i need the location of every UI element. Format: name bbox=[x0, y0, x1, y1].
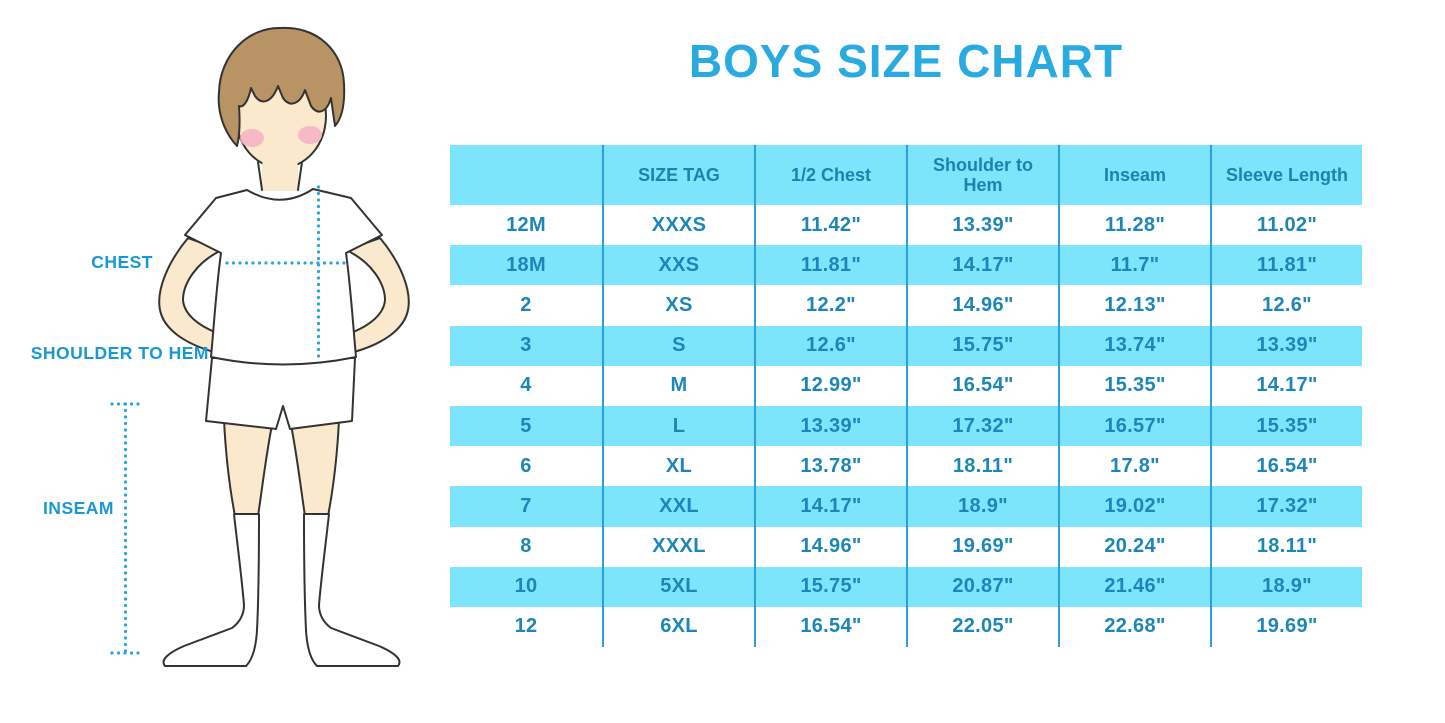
measurement-cell: 15.75" bbox=[754, 566, 906, 607]
measurement-cell: 19.02" bbox=[1058, 486, 1210, 527]
measurement-cell: 11.28" bbox=[1058, 205, 1210, 246]
measurement-cell: 17.32" bbox=[1210, 486, 1362, 527]
measurement-cell: 12.6" bbox=[1210, 285, 1362, 326]
shoulder-to-hem-label: SHOULDER TO HEM bbox=[31, 343, 209, 363]
measurement-cell: 13.39" bbox=[906, 205, 1058, 246]
boy-shorts bbox=[205, 357, 356, 430]
header-cell: SIZE TAG bbox=[602, 145, 754, 205]
measurement-cell: 16.54" bbox=[1210, 446, 1362, 487]
measurement-cell: M bbox=[602, 365, 754, 406]
size-cell: 8 bbox=[520, 535, 532, 558]
blush-left bbox=[240, 129, 264, 147]
size-cell: 12 bbox=[514, 615, 538, 638]
measurement-cell: 14.17" bbox=[1210, 365, 1362, 406]
boy-neck-outline bbox=[257, 161, 303, 191]
header-cell: Inseam bbox=[1058, 145, 1210, 205]
measurement-cell: XXL bbox=[602, 486, 754, 527]
measurement-cell: 15.75" bbox=[906, 325, 1058, 366]
size-cell: 4 bbox=[520, 374, 532, 397]
measurement-cell: 16.54" bbox=[906, 365, 1058, 406]
measurement-cell: 11.42" bbox=[754, 205, 906, 246]
measurement-cell: 13.39" bbox=[754, 405, 906, 447]
measurement-cell: 20.87" bbox=[906, 566, 1058, 607]
measurement-cell: 21.46" bbox=[1058, 566, 1210, 607]
measurement-cell: 15.35" bbox=[1210, 405, 1362, 447]
measurement-cell: 14.96" bbox=[754, 526, 906, 567]
boy-right-arm bbox=[345, 237, 410, 353]
measurement-cell: 11.81" bbox=[1210, 245, 1362, 286]
header-cell: Shoulder to Hem bbox=[906, 145, 1058, 205]
measurement-cell: 12.99" bbox=[754, 365, 906, 406]
measurement-cell: 19.69" bbox=[1210, 606, 1362, 648]
size-cell: 3 bbox=[450, 325, 602, 366]
measurement-cell: XL bbox=[602, 446, 754, 487]
measurement-cell: 16.54" bbox=[754, 606, 906, 648]
page-title: BOYS SIZE CHART bbox=[688, 35, 1124, 87]
boy-neck bbox=[261, 152, 299, 191]
boy-tshirt bbox=[184, 188, 383, 366]
size-cell: 2 bbox=[520, 293, 532, 316]
measurement-cell: 18.9" bbox=[1210, 566, 1362, 607]
measurement-cell: 17.32" bbox=[906, 405, 1058, 447]
boy-hair bbox=[217, 26, 346, 147]
measurement-cell: 11.7" bbox=[1058, 245, 1210, 286]
measurement-cell: 12.6" bbox=[754, 325, 906, 366]
measurement-cell: 15.35" bbox=[1058, 365, 1210, 406]
size-cell: 12M bbox=[506, 213, 546, 236]
boy-left-knee bbox=[223, 419, 273, 517]
header-cell: 1/2 Chest bbox=[754, 145, 906, 205]
measurement-cell: 14.96" bbox=[906, 285, 1058, 326]
inseam-label: INSEAM bbox=[43, 498, 114, 518]
measurement-cell: 22.05" bbox=[906, 606, 1058, 648]
measurement-cell: 12.2" bbox=[754, 285, 906, 326]
measurement-cell: 13.39" bbox=[1210, 325, 1362, 366]
measurement-cell: 16.57" bbox=[1058, 405, 1210, 447]
boy-measurement-illustration: CHEST SHOULDER TO HEM INSEAM bbox=[31, 26, 410, 667]
measurement-cell: 18.11" bbox=[906, 446, 1058, 487]
measurement-cell: 6XL bbox=[602, 606, 754, 648]
measurement-cell: 5XL bbox=[602, 566, 754, 607]
measurement-cell: XXS bbox=[602, 245, 754, 286]
size-chart-table: SIZE TAG 1/2 Chest Shoulder to Hem Inseam Sl… bbox=[450, 145, 1362, 648]
boy-left-sock bbox=[162, 513, 260, 667]
boy-right-sock bbox=[303, 513, 401, 667]
blush-right bbox=[298, 126, 322, 144]
measurement-cell: 14.17" bbox=[906, 245, 1058, 286]
measurement-cell: L bbox=[602, 405, 754, 447]
measurement-cell: 12.13" bbox=[1058, 285, 1210, 326]
measurement-cell: 14.17" bbox=[754, 486, 906, 527]
size-cell: 18M bbox=[450, 245, 602, 286]
measurement-cell: 17.8" bbox=[1058, 446, 1210, 487]
measurement-cell: 18.9" bbox=[906, 486, 1058, 527]
header-cell bbox=[450, 145, 602, 205]
measurement-cell: 20.24" bbox=[1058, 526, 1210, 567]
measurement-cell: 13.74" bbox=[1058, 325, 1210, 366]
size-cell: 6 bbox=[520, 454, 532, 477]
boy-right-knee bbox=[290, 419, 340, 517]
measurement-cell: S bbox=[602, 325, 754, 366]
measurement-cell: 19.69" bbox=[906, 526, 1058, 567]
size-cell: 5 bbox=[450, 405, 602, 447]
measurement-cell: XS bbox=[602, 285, 754, 326]
header-cell: Sleeve Length bbox=[1210, 145, 1362, 205]
measurement-cell: 22.68" bbox=[1058, 606, 1210, 648]
measurement-cell: 11.81" bbox=[754, 245, 906, 286]
measurement-cell: 11.02" bbox=[1210, 205, 1362, 246]
measurement-cell: 13.78" bbox=[754, 446, 906, 487]
size-cell: 10 bbox=[450, 566, 602, 607]
measurement-cell: XXXL bbox=[602, 526, 754, 567]
measurement-cell: 18.11" bbox=[1210, 526, 1362, 567]
measurement-cell: XXXS bbox=[602, 205, 754, 246]
size-cell: 7 bbox=[450, 486, 602, 527]
chest-label: CHEST bbox=[91, 252, 153, 272]
